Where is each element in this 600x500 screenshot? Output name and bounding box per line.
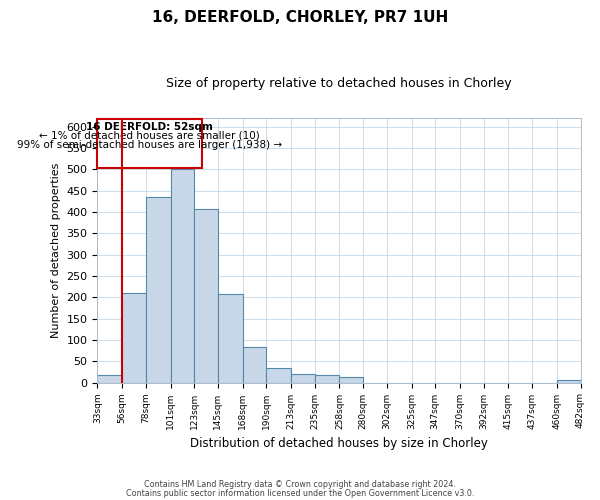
Bar (146, 197, 170, 382)
Y-axis label: Number of detached properties: Number of detached properties (51, 162, 61, 338)
Bar (194, 208, 218, 382)
FancyBboxPatch shape (97, 120, 202, 168)
Bar (122, 293, 146, 382)
Bar (218, 294, 242, 382)
Text: ← 1% of detached houses are smaller (10): ← 1% of detached houses are smaller (10) (39, 131, 260, 141)
Text: Contains HM Land Registry data © Crown copyright and database right 2024.: Contains HM Land Registry data © Crown c… (144, 480, 456, 489)
Bar (97, 375, 122, 382)
Bar (242, 347, 266, 382)
Text: 99% of semi-detached houses are larger (1,938) →: 99% of semi-detached houses are larger (… (17, 140, 282, 149)
Bar (557, 380, 581, 382)
Text: 16 DEERFOLD: 52sqm: 16 DEERFOLD: 52sqm (86, 122, 213, 132)
Title: Size of property relative to detached houses in Chorley: Size of property relative to detached ho… (166, 78, 512, 90)
Bar (291, 374, 315, 382)
X-axis label: Distribution of detached houses by size in Chorley: Distribution of detached houses by size … (190, 437, 488, 450)
Bar (266, 368, 291, 382)
Text: Contains public sector information licensed under the Open Government Licence v3: Contains public sector information licen… (126, 488, 474, 498)
Bar (315, 375, 340, 382)
Bar (340, 378, 363, 382)
Text: 16, DEERFOLD, CHORLEY, PR7 1UH: 16, DEERFOLD, CHORLEY, PR7 1UH (152, 10, 448, 25)
Bar (170, 170, 194, 382)
